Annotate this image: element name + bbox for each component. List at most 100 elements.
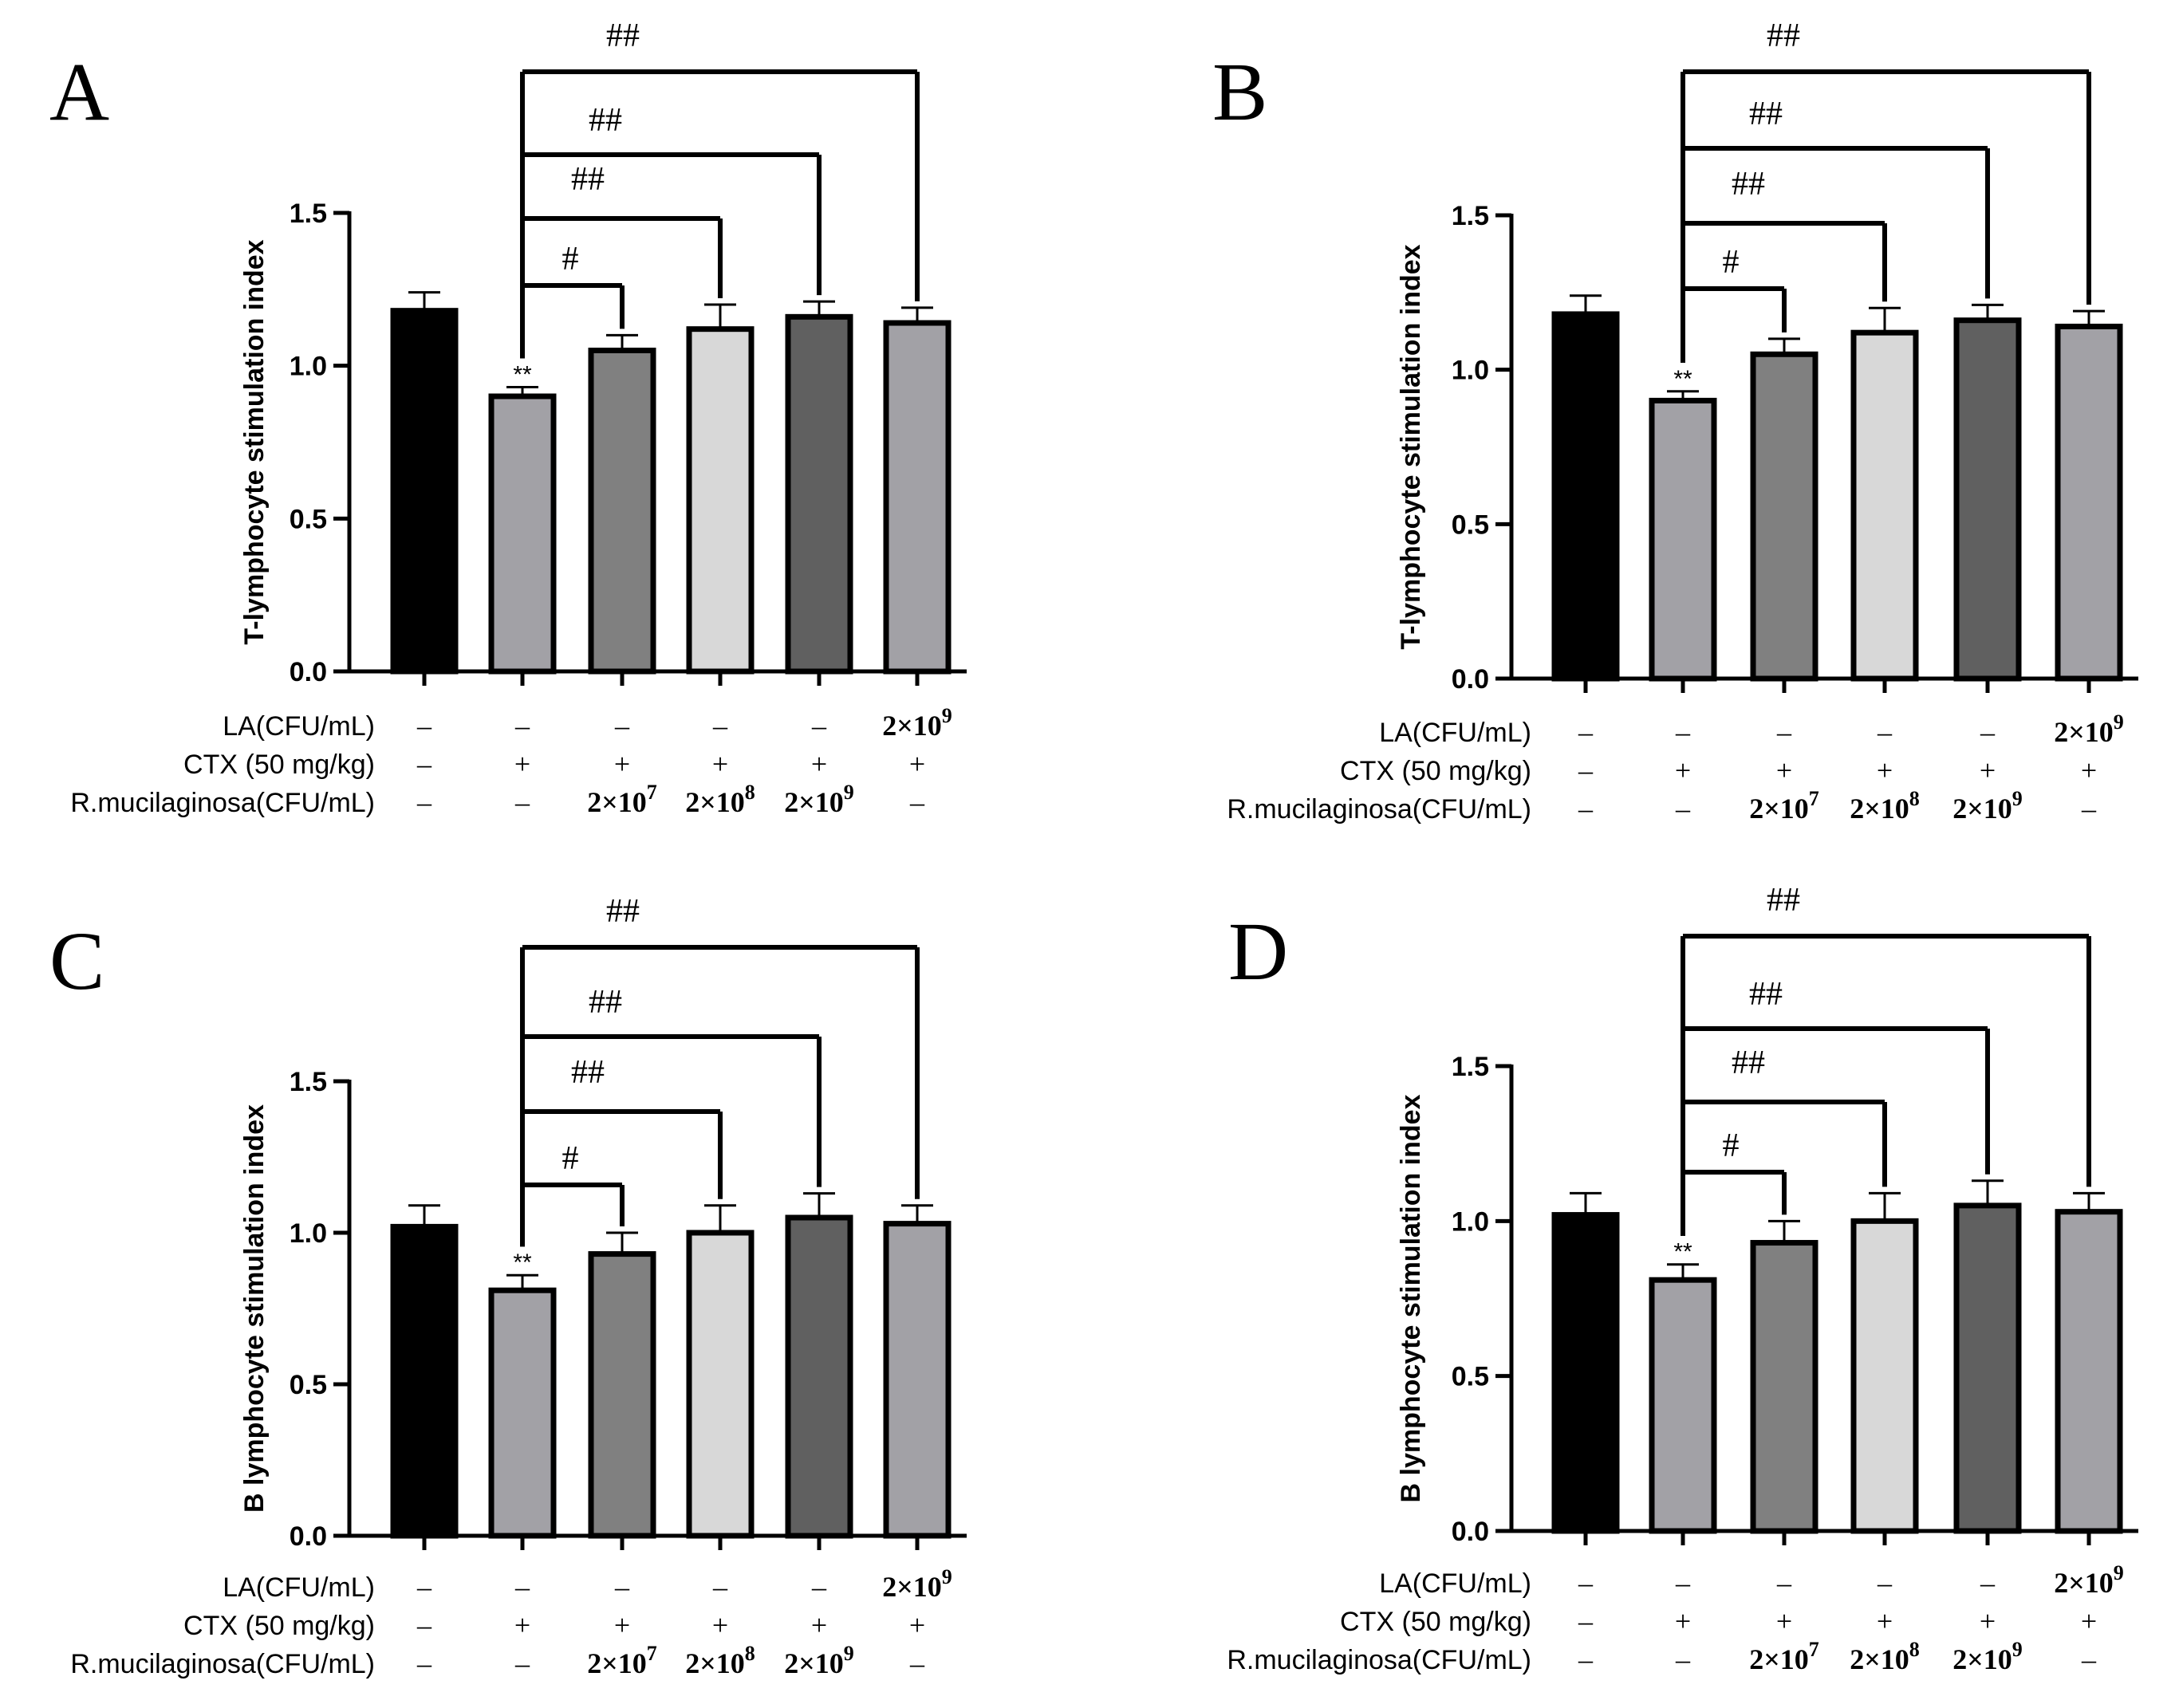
y-tick-label: 1.5 — [1452, 201, 1489, 231]
panel-a: A 0.0 0.5 1.0 1.5 T-lymphocyte stimulation in… — [49, 18, 967, 818]
comparison-label: ## — [1732, 166, 1765, 203]
row-value: – — [1776, 716, 1792, 748]
row-label: CTX (50 mg/kg) — [1340, 756, 1531, 786]
y-tick-label: 0.0 — [290, 1521, 327, 1552]
comparison-label: # — [562, 241, 579, 277]
comparison-label: ## — [1732, 1045, 1765, 1081]
row-value: – — [811, 1571, 827, 1603]
significance-stars: ** — [1673, 1239, 1692, 1265]
panel-letter: C — [49, 915, 104, 1007]
y-axis-label: B lymphocyte stimulation index — [1396, 1094, 1426, 1502]
row-value: – — [909, 786, 925, 818]
y-tick-label: 1.5 — [1452, 1052, 1489, 1082]
bar-1 — [390, 1223, 459, 1539]
row-value: – — [1578, 716, 1594, 748]
row-value: + — [2081, 1605, 2097, 1637]
row-label: LA(CFU/mL) — [223, 1572, 375, 1603]
y-tick-label: 1.0 — [1452, 356, 1489, 386]
row-value: – — [909, 1647, 925, 1679]
row-value: + — [811, 1609, 827, 1641]
row-value: – — [1578, 793, 1594, 824]
bar-5 — [785, 1214, 853, 1539]
row-label: R.mucilaginosa(CFU/mL) — [70, 788, 375, 818]
y-tick-label: 0.5 — [290, 504, 327, 534]
row-value: – — [1776, 1567, 1792, 1599]
row-value: – — [1877, 1567, 1893, 1599]
y-tick-label: 1.5 — [290, 199, 327, 229]
row-value: 2×107 — [587, 1642, 657, 1679]
bar-3 — [1750, 1240, 1818, 1534]
row-value: 2×107 — [1749, 787, 1819, 824]
comparison-label: ## — [1767, 18, 1800, 54]
row-value: – — [416, 748, 432, 780]
row-value: 2×107 — [587, 781, 657, 818]
row-value: 2×109 — [784, 781, 854, 818]
row-value: – — [416, 1571, 432, 1603]
row-value: 2×109 — [882, 1565, 952, 1603]
row-value: + — [1877, 754, 1893, 786]
bar-6 — [2055, 1209, 2123, 1534]
row-value: + — [1675, 754, 1691, 786]
comparison-label: ## — [1749, 96, 1783, 132]
y-tick-label: 0.0 — [1452, 1517, 1489, 1547]
y-axis-label: B lymphocyte stimulation index — [239, 1104, 270, 1513]
row-value: + — [712, 748, 728, 780]
row-value: 2×107 — [1749, 1638, 1819, 1675]
row-value: – — [1578, 1567, 1594, 1599]
comparison-label: # — [562, 1140, 579, 1177]
bar-4 — [1850, 329, 1919, 682]
panel-b: B 0.0 0.5 1.0 1.5 T-lymphocyte stimulation in… — [1212, 18, 2138, 824]
row-value: – — [712, 1571, 728, 1603]
panel-letter: A — [49, 46, 109, 138]
bar-4 — [686, 1230, 755, 1539]
comparison-label: ## — [606, 893, 640, 930]
bar-2 — [488, 1287, 557, 1539]
row-label: R.mucilaginosa(CFU/mL) — [70, 1649, 375, 1679]
y-tick-label: 1.0 — [1452, 1206, 1489, 1237]
bar-4 — [1850, 1218, 1919, 1534]
y-axis-label: T-lymphocyte stimulation index — [239, 239, 270, 644]
comparison-label: ## — [571, 161, 605, 198]
row-value: 2×109 — [784, 1642, 854, 1679]
row-value: – — [1675, 1567, 1691, 1599]
row-value: – — [1578, 1643, 1594, 1675]
panel-c: C 0.0 0.5 1.0 1.5 B lymphocyte stimulation in… — [49, 893, 967, 1679]
row-value: 2×109 — [2054, 1561, 2124, 1599]
bar-3 — [588, 1251, 656, 1539]
panel-d: D 0.0 0.5 1.0 1.5 B lymphocyte stimulation in… — [1227, 882, 2138, 1675]
bar-6 — [2055, 323, 2123, 682]
bar-5 — [1953, 317, 2022, 682]
bar-2 — [1649, 397, 1717, 682]
row-value: 2×109 — [1952, 1638, 2023, 1675]
row-value: + — [614, 748, 630, 780]
row-value: – — [514, 1647, 530, 1679]
comparison-label: ## — [589, 102, 622, 139]
bar-1 — [1551, 1212, 1620, 1534]
panel-letter: D — [1228, 906, 1288, 998]
row-value: + — [1980, 754, 1996, 786]
row-value: – — [1675, 716, 1691, 748]
bar-4 — [686, 326, 755, 675]
row-value: – — [1675, 1643, 1691, 1675]
row-value: – — [514, 786, 530, 818]
y-tick-label: 0.5 — [1452, 1362, 1489, 1392]
row-value: – — [614, 1571, 630, 1603]
bar-6 — [883, 1221, 952, 1539]
bar-5 — [785, 313, 853, 675]
y-tick-label: 1.5 — [290, 1067, 327, 1097]
comparison-label: ## — [606, 18, 640, 54]
row-value: – — [614, 710, 630, 742]
row-value: – — [712, 710, 728, 742]
row-value: + — [2081, 754, 2097, 786]
row-value: – — [514, 1571, 530, 1603]
row-value: – — [1675, 793, 1691, 824]
row-value: + — [712, 1609, 728, 1641]
row-label: LA(CFU/mL) — [223, 711, 375, 742]
comparison-label: # — [1723, 244, 1740, 281]
row-value: 2×108 — [1850, 1638, 1920, 1675]
row-value: 2×108 — [685, 781, 755, 818]
y-tick-label: 1.0 — [290, 352, 327, 382]
y-tick-label: 0.5 — [1452, 510, 1489, 540]
row-value: – — [2081, 793, 2097, 824]
